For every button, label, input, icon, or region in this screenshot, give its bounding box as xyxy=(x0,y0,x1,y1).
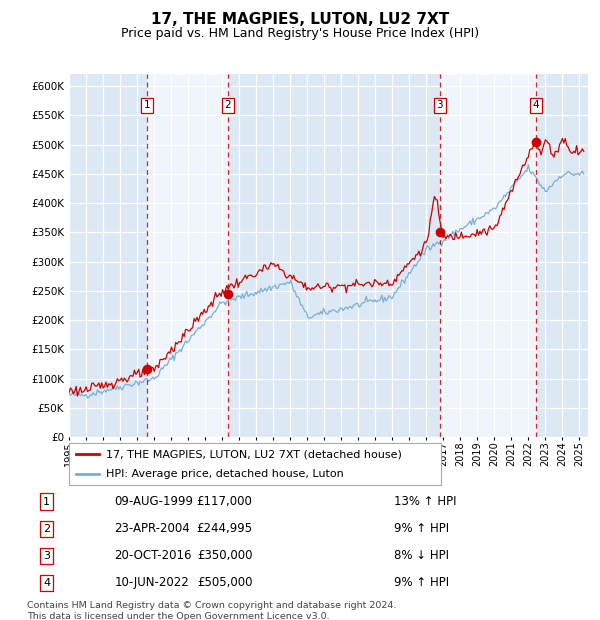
Text: 4: 4 xyxy=(533,100,539,110)
Text: 3: 3 xyxy=(43,551,50,560)
Text: 8% ↓ HPI: 8% ↓ HPI xyxy=(394,549,449,562)
Text: 2: 2 xyxy=(43,524,50,534)
Text: Contains HM Land Registry data © Crown copyright and database right 2024.
This d: Contains HM Land Registry data © Crown c… xyxy=(27,601,397,620)
Text: 1: 1 xyxy=(43,497,50,507)
Text: 1: 1 xyxy=(144,100,151,110)
Text: 9% ↑ HPI: 9% ↑ HPI xyxy=(394,522,449,535)
Text: 17, THE MAGPIES, LUTON, LU2 7XT: 17, THE MAGPIES, LUTON, LU2 7XT xyxy=(151,12,449,27)
Text: 9% ↑ HPI: 9% ↑ HPI xyxy=(394,577,449,590)
Text: £117,000: £117,000 xyxy=(197,495,253,508)
Text: 4: 4 xyxy=(43,578,50,588)
Bar xyxy=(147,74,227,437)
Text: £244,995: £244,995 xyxy=(196,522,253,535)
Text: 09-AUG-1999: 09-AUG-1999 xyxy=(115,495,193,508)
Text: £350,000: £350,000 xyxy=(197,549,253,562)
Text: 3: 3 xyxy=(437,100,443,110)
Text: HPI: Average price, detached house, Luton: HPI: Average price, detached house, Luto… xyxy=(106,469,344,479)
Text: Price paid vs. HM Land Registry's House Price Index (HPI): Price paid vs. HM Land Registry's House … xyxy=(121,27,479,40)
Text: 23-APR-2004: 23-APR-2004 xyxy=(115,522,190,535)
Text: 17, THE MAGPIES, LUTON, LU2 7XT (detached house): 17, THE MAGPIES, LUTON, LU2 7XT (detache… xyxy=(106,450,402,459)
Text: 20-OCT-2016: 20-OCT-2016 xyxy=(115,549,192,562)
Text: 2: 2 xyxy=(224,100,231,110)
Text: 10-JUN-2022: 10-JUN-2022 xyxy=(115,577,189,590)
Bar xyxy=(440,74,536,437)
Text: £505,000: £505,000 xyxy=(197,577,253,590)
Text: 13% ↑ HPI: 13% ↑ HPI xyxy=(394,495,456,508)
